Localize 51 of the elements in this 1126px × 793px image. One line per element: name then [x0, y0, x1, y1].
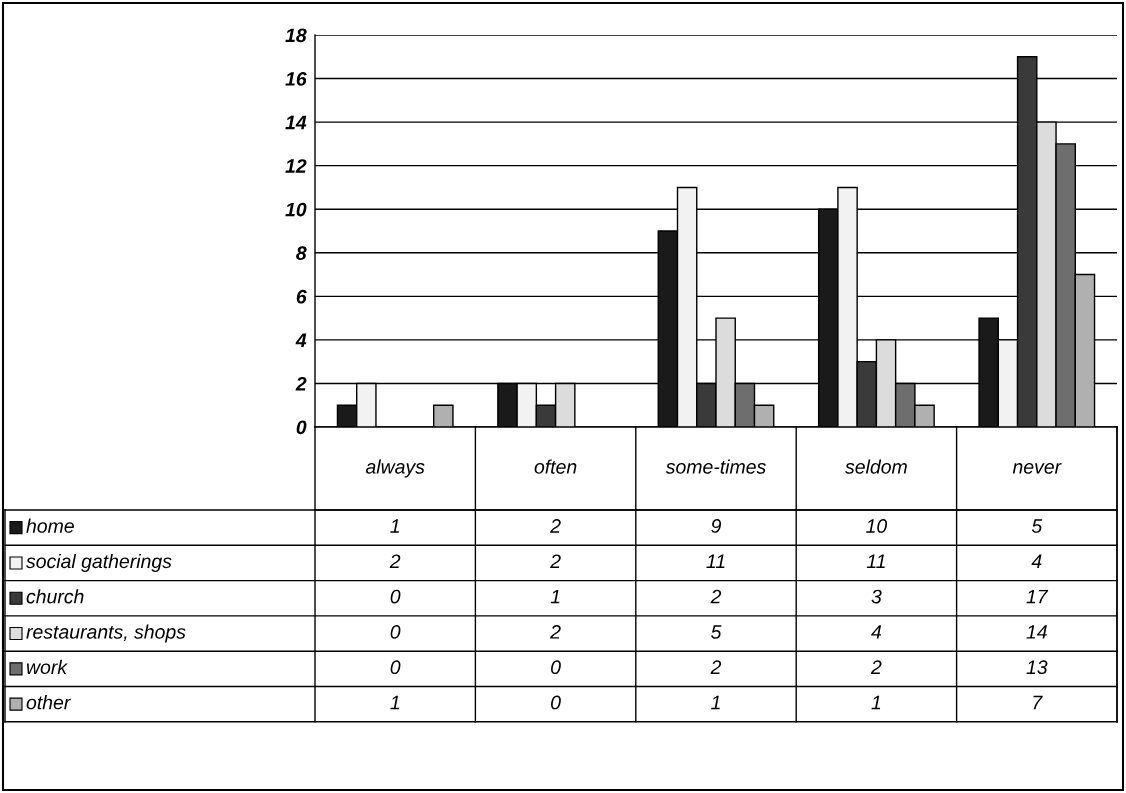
data-label: 1: [871, 695, 881, 710]
data-label: 0: [390, 625, 401, 639]
data-label: 2: [870, 660, 882, 674]
data-label: 1: [390, 695, 399, 710]
data-label: 17: [1026, 589, 1049, 604]
data-label: 11: [706, 554, 725, 568]
y-tick-label: 18: [285, 28, 307, 43]
x-tick-label: never: [1012, 463, 1062, 474]
data-label: 1: [390, 519, 399, 533]
data-label: 0: [551, 660, 561, 675]
data-label: 2: [710, 589, 722, 604]
y-tick-label: 14: [285, 115, 307, 130]
x-tick-label: seldom: [845, 459, 907, 474]
data-label: 0: [551, 695, 561, 710]
y-tick-label: 8: [296, 246, 307, 261]
x-tick-label: always: [365, 459, 425, 478]
y-tick-label: 12: [285, 159, 307, 173]
data-label: 0: [390, 660, 401, 675]
data-label: 11: [866, 554, 885, 568]
data-label: 7: [1033, 695, 1043, 710]
data-label: 0: [390, 589, 401, 604]
data-label: 2: [710, 660, 722, 674]
data-label: 2: [550, 625, 561, 639]
y-tick-label: 4: [295, 333, 307, 347]
x-tick-label: often: [534, 459, 577, 474]
legend-label: restaurants, shops: [26, 624, 186, 643]
legend-label: work: [26, 659, 68, 675]
legend-label: home: [26, 518, 74, 533]
x-tick-label: some-times: [665, 459, 766, 474]
y-tick-label: 10: [285, 202, 307, 217]
data-label: 2: [389, 554, 401, 568]
data-label: 5: [711, 625, 722, 639]
data-label: 1: [550, 589, 560, 604]
data-label: 13: [1026, 660, 1048, 675]
legend-label: social gatherings: [26, 553, 172, 573]
data-label: 5: [1031, 519, 1043, 533]
data-label: 2: [550, 519, 561, 533]
legend-label: church: [26, 589, 84, 604]
data-label: 3: [871, 589, 882, 604]
y-tick-label: 2: [295, 376, 307, 391]
data-label: 4: [1031, 554, 1042, 568]
data-label: 9: [711, 519, 722, 533]
data-label: 14: [1026, 625, 1047, 639]
data-label: 4: [871, 625, 882, 639]
legend-label: other: [26, 695, 71, 710]
y-tick-label: 16: [285, 72, 307, 86]
data-label: 2: [550, 554, 561, 568]
y-tick-label: 6: [296, 289, 307, 304]
y-tick-label: 0: [296, 420, 307, 435]
data-label: 10: [866, 519, 888, 533]
data-label: 1: [711, 695, 720, 710]
